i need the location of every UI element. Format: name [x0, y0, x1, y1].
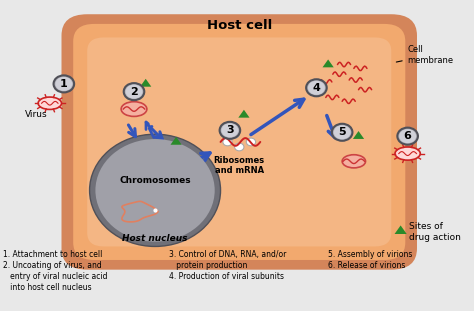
Circle shape [332, 124, 353, 141]
Polygon shape [238, 110, 249, 118]
Text: 1. Attachment to host cell: 1. Attachment to host cell [3, 250, 102, 259]
Text: Sites of
drug action: Sites of drug action [409, 222, 460, 242]
Text: into host cell nucleus: into host cell nucleus [3, 283, 91, 292]
Ellipse shape [121, 102, 147, 116]
Circle shape [399, 129, 416, 143]
Text: 6. Release of virions: 6. Release of virions [328, 261, 405, 270]
Text: 1: 1 [60, 79, 68, 89]
Circle shape [223, 138, 232, 146]
Ellipse shape [342, 155, 365, 168]
Circle shape [246, 138, 255, 146]
Text: entry of viral nucleic acid: entry of viral nucleic acid [3, 272, 108, 281]
Text: 6: 6 [404, 131, 411, 141]
Text: 4. Production of viral subunits: 4. Production of viral subunits [169, 272, 284, 281]
Ellipse shape [90, 134, 220, 246]
Text: Host cell: Host cell [207, 19, 272, 32]
Circle shape [55, 77, 72, 91]
Text: 5. Assembly of virions: 5. Assembly of virions [328, 250, 412, 259]
Text: Cell
membrane: Cell membrane [396, 45, 454, 65]
FancyBboxPatch shape [87, 37, 391, 246]
Circle shape [54, 75, 74, 92]
Polygon shape [322, 59, 334, 67]
FancyBboxPatch shape [62, 14, 417, 270]
Polygon shape [394, 225, 407, 234]
Text: 4: 4 [312, 83, 320, 93]
Circle shape [306, 79, 327, 96]
Text: 2. Uncoating of virus, and: 2. Uncoating of virus, and [3, 261, 102, 270]
Text: 5: 5 [338, 127, 346, 137]
Circle shape [124, 83, 144, 100]
Circle shape [235, 143, 244, 151]
Circle shape [230, 130, 239, 138]
Ellipse shape [38, 97, 62, 109]
Circle shape [126, 85, 142, 99]
Text: protein production: protein production [169, 261, 247, 270]
Ellipse shape [395, 147, 420, 160]
Circle shape [219, 122, 240, 139]
Circle shape [221, 123, 238, 137]
Ellipse shape [95, 139, 215, 242]
Polygon shape [171, 137, 182, 145]
Text: 2: 2 [130, 87, 138, 97]
Text: 3. Control of DNA, RNA, and/or: 3. Control of DNA, RNA, and/or [169, 250, 286, 259]
Text: 3: 3 [226, 125, 234, 135]
Text: Host nucleus: Host nucleus [122, 234, 188, 243]
FancyBboxPatch shape [73, 24, 405, 260]
Text: Ribosomes
and mRNA: Ribosomes and mRNA [214, 156, 265, 175]
Circle shape [308, 81, 325, 95]
Polygon shape [140, 79, 151, 87]
Text: Chromosomes: Chromosomes [119, 176, 191, 185]
Circle shape [334, 125, 351, 139]
Text: Virus: Virus [25, 110, 47, 119]
Circle shape [397, 128, 418, 145]
Polygon shape [353, 131, 364, 139]
